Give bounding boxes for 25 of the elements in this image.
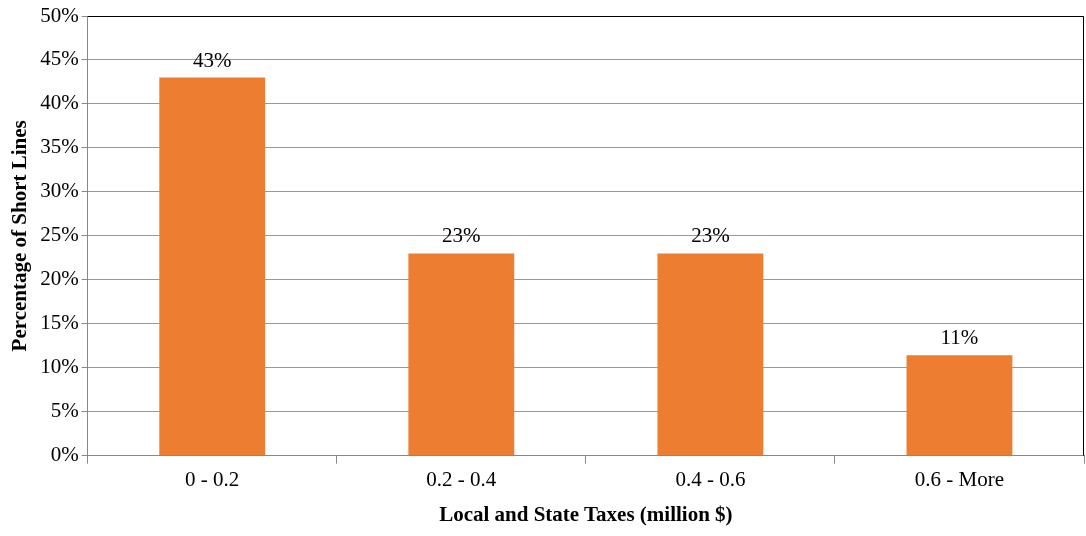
x-tick-label: 0 - 0.2 (185, 466, 240, 491)
y-tick-label: 10% (40, 354, 79, 379)
y-tick-label: 20% (40, 266, 79, 291)
y-tick-label: 5% (50, 398, 79, 423)
y-tick-label: 0% (50, 442, 79, 467)
y-axis-title: Percentage of Short Lines (7, 120, 32, 352)
y-tick-label: 40% (40, 90, 79, 115)
y-tick-label: 35% (40, 134, 79, 159)
x-tick-label: 0.2 - 0.4 (426, 466, 497, 491)
x-tick-label: 0.4 - 0.6 (675, 466, 746, 491)
data-label: 43% (192, 47, 232, 72)
y-tick-label: 25% (40, 222, 79, 247)
data-label: 23% (442, 223, 481, 248)
x-axis-title: Local and State Taxes (million $) (439, 501, 733, 526)
y-tick-label: 15% (40, 310, 79, 335)
y-tick-label: 30% (40, 178, 79, 203)
x-tick-label: 0.6 - More (914, 466, 1005, 491)
data-label: 11% (940, 325, 979, 350)
bar (906, 355, 1013, 456)
bar (159, 77, 266, 456)
y-tick-label: 50% (40, 2, 79, 27)
data-label: 23% (691, 223, 730, 248)
bar (657, 253, 764, 456)
bar (408, 253, 515, 456)
y-tick-label: 45% (40, 46, 79, 71)
